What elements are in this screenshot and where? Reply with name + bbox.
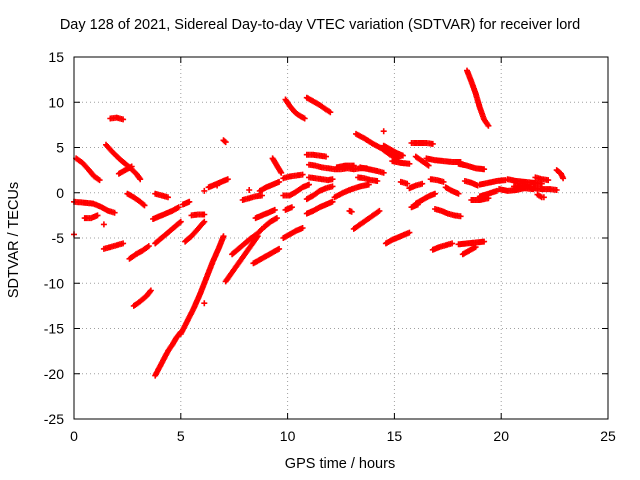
data-point bbox=[259, 192, 265, 199]
data-point bbox=[94, 212, 101, 219]
data-point bbox=[278, 169, 285, 176]
x-tick-label: 15 bbox=[387, 428, 403, 444]
data-point bbox=[222, 139, 229, 146]
data-point bbox=[145, 243, 152, 250]
data-point bbox=[147, 288, 153, 295]
data-point bbox=[140, 201, 147, 208]
y-tick-label: -5 bbox=[52, 230, 65, 246]
data-point bbox=[380, 128, 387, 135]
x-tick-label: 5 bbox=[177, 428, 185, 444]
data-point bbox=[455, 190, 462, 197]
data-point bbox=[299, 171, 306, 178]
data-point bbox=[380, 169, 387, 176]
data-point bbox=[177, 218, 184, 225]
y-tick-label: 5 bbox=[56, 140, 64, 156]
y-tick-label: 15 bbox=[48, 49, 64, 65]
data-point bbox=[100, 221, 107, 228]
data-point bbox=[374, 178, 381, 184]
data-point bbox=[288, 204, 295, 211]
data-point bbox=[176, 219, 183, 226]
data-point bbox=[246, 187, 253, 193]
data-point bbox=[306, 181, 312, 188]
data-point bbox=[128, 163, 135, 170]
data-point bbox=[560, 175, 567, 182]
data-point bbox=[481, 166, 488, 173]
grid bbox=[74, 57, 608, 419]
y-tick-label: -10 bbox=[44, 275, 64, 291]
data-point bbox=[406, 160, 413, 167]
data-point bbox=[299, 225, 306, 231]
data-point bbox=[485, 195, 492, 202]
data-point bbox=[120, 116, 127, 123]
data-point bbox=[425, 162, 432, 169]
data-point bbox=[273, 215, 280, 222]
data-point bbox=[96, 177, 103, 184]
data-point bbox=[540, 194, 547, 201]
data-point bbox=[186, 198, 193, 205]
data-point bbox=[329, 198, 336, 205]
y-tick-label: 0 bbox=[56, 185, 64, 201]
y-tick-label: 10 bbox=[48, 94, 64, 110]
data-point bbox=[406, 229, 413, 236]
data-point bbox=[214, 182, 221, 189]
data-point bbox=[165, 194, 171, 201]
data-point bbox=[120, 240, 127, 247]
data-point bbox=[329, 176, 336, 183]
data-point bbox=[201, 187, 208, 194]
data-point bbox=[545, 177, 552, 184]
data-point bbox=[271, 206, 278, 213]
data-point bbox=[141, 202, 148, 209]
x-tick-label: 10 bbox=[280, 428, 296, 444]
data-point bbox=[201, 211, 208, 218]
data-point bbox=[221, 138, 228, 145]
data-point bbox=[348, 208, 355, 215]
data-point bbox=[449, 240, 456, 247]
data-point bbox=[457, 213, 464, 220]
data-point bbox=[323, 153, 329, 160]
y-tick-label: -25 bbox=[44, 411, 64, 427]
data-point bbox=[432, 190, 438, 197]
data-point bbox=[404, 180, 411, 187]
x-tick-label: 0 bbox=[70, 428, 78, 444]
data-point bbox=[440, 178, 447, 185]
x-tick-label: 20 bbox=[493, 428, 509, 444]
data-point bbox=[329, 183, 336, 190]
data-point bbox=[429, 140, 436, 147]
data-point bbox=[419, 180, 426, 187]
data-point bbox=[485, 122, 492, 129]
y-tick-label: -15 bbox=[44, 321, 64, 337]
data-point bbox=[376, 207, 383, 214]
data-point bbox=[175, 204, 182, 211]
data-point bbox=[201, 218, 208, 225]
axes: 0 5 10 15 20 25 -25 -20 -15 -10 -5 0 5 10 15 bbox=[44, 49, 616, 444]
data-point bbox=[350, 162, 357, 169]
chart-title: Day 128 of 2021, Sidereal Day-to-day VTE… bbox=[59, 17, 581, 33]
y-tick-label: -20 bbox=[44, 366, 64, 382]
data-point bbox=[481, 238, 488, 245]
data-point bbox=[472, 244, 479, 251]
data-point bbox=[414, 201, 421, 208]
data-point bbox=[224, 176, 231, 183]
data-point bbox=[399, 152, 406, 159]
data-point bbox=[276, 245, 283, 252]
plot-frame bbox=[73, 56, 609, 420]
data-point bbox=[375, 208, 382, 215]
data-point bbox=[327, 109, 334, 116]
data-point bbox=[111, 209, 118, 216]
data-point bbox=[147, 287, 154, 294]
data-point bbox=[276, 178, 283, 185]
data-point bbox=[201, 300, 208, 307]
data-point bbox=[553, 187, 560, 193]
x-tick-label: 25 bbox=[600, 428, 616, 444]
data-point bbox=[301, 115, 308, 122]
data-points bbox=[71, 67, 567, 379]
data-point bbox=[137, 176, 144, 183]
data-point bbox=[220, 233, 227, 240]
x-axis-label: GPS time / hours bbox=[284, 456, 396, 472]
